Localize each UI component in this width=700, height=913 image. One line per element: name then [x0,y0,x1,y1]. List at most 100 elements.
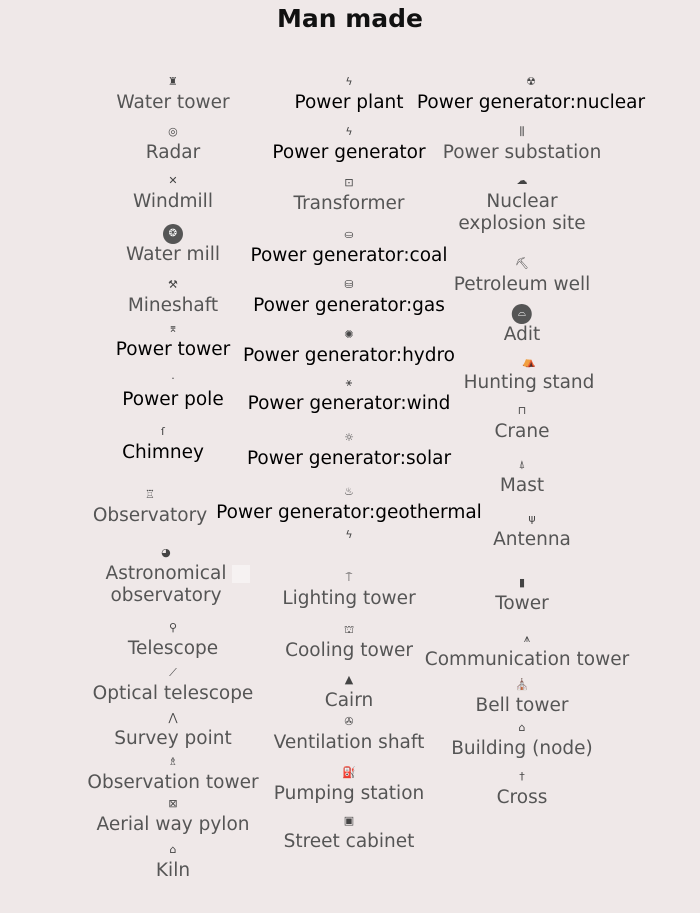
legend-item-label: Telescope [127,638,219,659]
legend-item: ◕ Astronomical observatory [106,543,227,607]
water-tower-icon: ♜ [168,75,178,88]
power-generator-coal-icon: ⛀ [344,228,354,241]
power-generator-gas-icon: ⛁ [344,278,354,291]
optical-telescope-icon: ⟋ [169,666,177,679]
legend-item-label: Observatory [92,505,208,526]
power-generator-solar-icon: ☼ [344,431,354,444]
legend-item: ☁ Nuclear explosion site [458,171,585,235]
legend-item: · Power pole [122,369,223,411]
legend-item: ☢ Power generator:nuclear [417,72,645,114]
legend-item-label: Bell tower [475,695,569,716]
power-generator-hydro-icon: ✺ [344,328,354,341]
ventilation-shaft-icon: ✇ [344,715,354,728]
observation-tower-icon: ♗ [168,755,178,768]
legend-item-label: Power generator:nuclear [416,92,646,113]
legend-item-label: Street cabinet [283,831,415,852]
legend-item: ⛁ Power generator:gas [253,275,445,317]
legend-item-label: Power generator [272,142,426,163]
survey-point-icon: ⋀ [168,711,178,724]
legend-item: ✕ Windmill [133,171,213,213]
legend-item-label: Windmill [133,191,213,212]
petroleum-well-icon: ⛏ [515,257,529,270]
hunting-stand-icon: ⛺ [522,355,536,368]
kiln-icon: ⌂ [169,843,177,856]
power-generator-wind-icon: ⚹ [345,376,353,389]
chimney-icon: ſ [161,425,165,438]
legend-item: ϟ Power plant [294,72,403,114]
legend-item-label: Ventilation shaft [273,732,425,753]
legend-item: ⊠ Aerial way pylon [97,794,250,836]
legend-item-label: Water tower [116,92,230,113]
lighting-tower-icon: ⍑ [345,571,353,584]
legend-item-label: Building (node) [451,738,593,759]
windmill-icon: ✕ [168,174,178,187]
legend-item-label: Communication tower [424,649,630,670]
legend-item-label: Power generator:hydro [242,345,456,366]
legend-item: ⊓ Crane [495,401,550,443]
legend-item: ⛏ Petroleum well [454,254,591,296]
blank-swatch [232,565,250,583]
legend-item-label: Power generator:coal [250,245,448,266]
legend-item: ♖ Observatory [93,485,207,527]
legend-item: ✺ Power generator:hydro [243,325,455,367]
legend-item: ⛫ Cooling tower [285,620,413,662]
power-plant-icon: ϟ [345,75,353,88]
legend-item: ⌓ Adit [504,304,540,346]
legend-item-label: Crane [494,421,550,442]
legend-item-label: Petroleum well [453,274,591,295]
power-substation-icon: ⫼ [519,125,525,138]
legend-item: ⚒ Mineshaft [128,275,218,317]
legend-item-label: Aerial way pylon [96,814,250,835]
legend-item: ⚲ Telescope [128,618,218,660]
legend-item-label: Cooling tower [285,640,413,661]
legend-item: ϟ [339,525,359,545]
communication-tower-icon: ⩚ [523,632,531,645]
legend-item: ⩚ Communication tower [425,629,629,671]
legend-item: ☼ Power generator:solar [247,428,451,470]
legend-item: ⫼ Power substation [443,122,602,164]
crane-icon: ⊓ [517,404,527,417]
legend-item-label: Power generator:wind [247,393,451,414]
legend-item: ◎ Radar [146,122,200,164]
power-generator-geothermal-icon: ♨ [344,485,354,498]
legend-item: ✇ Ventilation shaft [274,712,425,754]
legend-item: ♨ Power generator:geothermal [216,482,482,524]
power-tower-icon: ⌆ [168,322,178,335]
cooling-tower-icon: ⛫ [343,623,355,636]
legend-item-label: Power generator:gas [253,295,445,316]
nuclear-explosion-site-icon: ☁ [516,174,528,187]
legend-item-label: Observation tower [87,772,259,793]
legend-item: ϟ Power generator [272,122,425,164]
legend-item: ⌂ Kiln [156,840,190,882]
legend-item: ⍋ Mast [500,455,544,497]
tower-icon: ▮ [518,576,526,589]
mast-icon: ⍋ [518,458,526,471]
legend-item: ⌂ Building (node) [451,718,593,760]
building-node-icon: ⌂ [518,721,526,734]
adit-icon: ⌓ [512,304,532,324]
water-mill-icon: ❂ [162,224,183,244]
legend-item-label: Cairn [324,690,374,711]
cross-icon: † [519,770,525,783]
legend-item: † Cross [497,767,548,809]
legend-item-label: Cross [496,787,548,808]
legend-item-label: Mast [499,475,545,496]
legend-item-label: Survey point [114,728,232,749]
power-generator-unknown-icon: ϟ [345,528,353,541]
legend-item-label: Antenna [493,529,571,550]
legend-item-label: Kiln [155,860,191,881]
legend-item: ⟋ Optical telescope [93,663,254,705]
transformer-icon: ⊡ [344,176,354,189]
legend-item: ♜ Water tower [116,72,229,114]
legend-item-label: Power pole [122,389,224,410]
antenna-icon: ψ [528,512,536,525]
legend-item-label: Optical telescope [92,683,254,704]
legend-item-label: Nuclear explosion site [458,191,586,234]
power-pole-icon: · [171,372,175,385]
legend-item-label: Astronomical observatory [105,563,227,606]
legend-item: ⛺ Hunting stand [464,352,595,394]
legend-item-label: Power generator:solar [246,448,452,469]
pumping-station-icon: ⛽ [342,766,356,779]
observatory-icon: ♖ [145,488,155,501]
astronomical-observatory-icon: ◕ [161,546,171,559]
